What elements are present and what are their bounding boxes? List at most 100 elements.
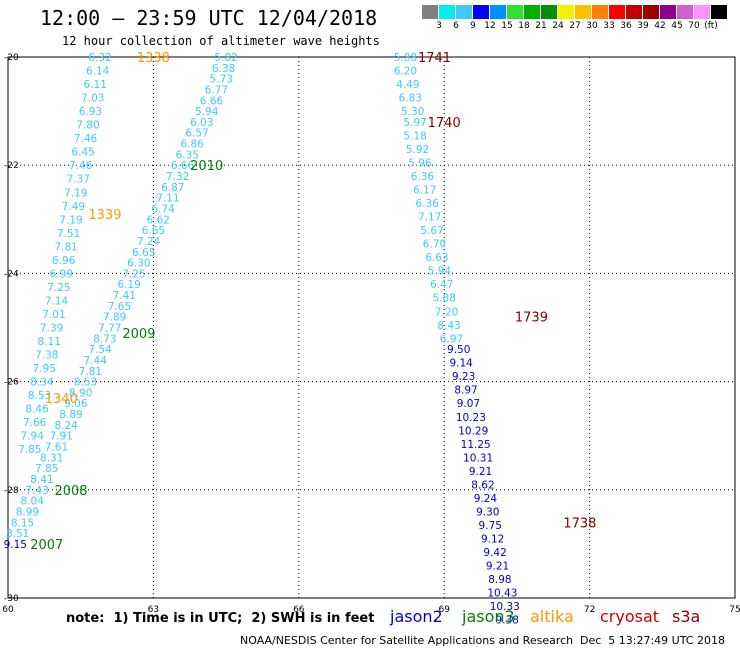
color-scale-tick: (ft)	[704, 21, 718, 31]
data-point-label: 7.44	[84, 355, 108, 367]
page-subtitle: 12 hour collection of altimeter wave hei…	[62, 34, 380, 48]
data-point-label: 6.35	[176, 149, 199, 161]
data-point-label: 5.88	[433, 293, 456, 305]
color-scale-tick: 3	[436, 21, 442, 31]
data-point-label: 6.38	[212, 63, 235, 75]
data-point-label: 10.31	[463, 452, 493, 464]
x-tick-label: 72	[584, 605, 595, 615]
data-point-label: 8.04	[21, 496, 45, 508]
color-scale-tick: 33	[603, 21, 615, 31]
data-point-label: 6.57	[185, 128, 208, 140]
legend-jason2: jason2	[390, 607, 443, 626]
data-point-label: 7.54	[88, 344, 112, 356]
data-point-label: 9.75	[479, 520, 502, 532]
color-scale-tick: 45	[671, 21, 683, 31]
data-point-label: 7.49	[62, 201, 85, 213]
data-point-label: 10.33	[490, 601, 520, 613]
color-swatch	[422, 5, 438, 19]
data-point-label: 5.88	[394, 52, 417, 64]
color-swatch	[490, 5, 506, 19]
color-swatch	[439, 5, 455, 19]
data-point-label: 6.77	[205, 84, 228, 96]
data-point-label: 6.97	[440, 333, 463, 345]
data-point-label: 7.81	[54, 241, 77, 253]
data-point-label: 7.03	[81, 93, 104, 105]
data-point-label: 7.24	[137, 236, 161, 248]
color-scale-tick: 39	[637, 21, 649, 31]
data-point-label: 6.96	[52, 255, 76, 267]
color-swatch	[592, 5, 608, 19]
data-point-label: 6.83	[399, 93, 422, 105]
data-point-label: 8.43	[437, 320, 460, 332]
color-swatch	[541, 5, 557, 19]
data-point-label: 6.45	[71, 147, 94, 159]
data-point-label: 7.51	[57, 228, 80, 240]
color-scale-tick: 24	[552, 21, 564, 31]
data-point-label: 6.36	[416, 198, 440, 210]
footer-credit: NOAA/NESDIS Center for Satellite Applica…	[240, 634, 574, 647]
data-point-label: 7.81	[79, 366, 102, 378]
legend-cryosat: cryosat	[600, 607, 660, 626]
data-point-label: 9.24	[474, 493, 498, 505]
y-tick-label: -20	[4, 53, 19, 63]
color-swatch	[558, 5, 574, 19]
data-point-label: 7.77	[98, 323, 121, 335]
data-point-label: 8.15	[11, 517, 34, 529]
color-swatch	[643, 5, 659, 19]
data-point-label: 8.41	[30, 474, 53, 486]
data-point-label: 10.23	[456, 412, 486, 424]
data-point-label: 8.90	[69, 387, 92, 399]
color-swatch	[660, 5, 676, 19]
data-point-label: 8.98	[488, 574, 511, 586]
data-point-label: 10.29	[458, 425, 488, 437]
data-point-label: 7.37	[67, 174, 90, 186]
data-point-label: 6.19	[117, 279, 140, 291]
data-point-label: 9.23	[452, 371, 475, 383]
time-label: 1339	[88, 208, 121, 223]
data-point-label: 4.49	[396, 79, 419, 91]
data-point-label: 7.46	[69, 160, 93, 172]
y-tick-label: -30	[4, 594, 19, 604]
data-point-label: 7.95	[33, 363, 56, 375]
data-point-label: 8.99	[16, 506, 39, 518]
color-scale-tick: 30	[586, 21, 598, 31]
time-label: 1738	[563, 516, 596, 531]
data-point-label: 7.20	[435, 306, 458, 318]
data-point-label: 6.03	[190, 117, 213, 129]
footer-note: note: 1) Time is in UTC; 2) SWH is in fe…	[66, 611, 375, 626]
data-point-label: 8.62	[471, 479, 494, 491]
x-tick-label: 60	[2, 605, 14, 615]
data-point-label: 6.65	[132, 247, 155, 259]
data-point-label: 7.19	[59, 214, 82, 226]
data-point-label: 6.11	[84, 79, 107, 91]
data-point-label: 9.14	[449, 358, 473, 370]
footer-timestamp: Dec 5 13:27:49 UTC 2018	[580, 634, 725, 647]
x-tick-label: 63	[148, 605, 159, 615]
data-point-label: 5.96	[408, 157, 432, 169]
data-point-label: 7.19	[64, 187, 87, 199]
data-point-label: 6.47	[430, 279, 453, 291]
data-point-label: 7.32	[166, 171, 189, 183]
data-point-label: 9.21	[486, 561, 509, 573]
color-scale-tick: 15	[501, 21, 513, 31]
time-label: 1741	[418, 51, 451, 66]
color-scale-tick: 27	[569, 21, 581, 31]
data-point-label: 6.70	[423, 239, 446, 251]
data-point-label: 7.38	[35, 350, 58, 362]
color-swatch	[473, 5, 489, 19]
color-swatch	[626, 5, 642, 19]
data-point-label: 9.50	[447, 344, 470, 356]
data-point-label: 5.82	[214, 52, 237, 64]
data-point-label: 7.39	[40, 323, 63, 335]
legend-s3a: s3a	[672, 607, 701, 626]
data-point-label: 7.89	[103, 312, 126, 324]
color-scale-tick: 21	[535, 21, 547, 31]
data-point-label: 5.94	[428, 266, 452, 278]
color-scale-tick: 12	[484, 21, 496, 31]
data-point-label: 5.97	[403, 117, 426, 129]
data-point-label: 5.67	[420, 225, 443, 237]
data-point-label: 6.99	[50, 268, 73, 280]
data-point-label: 7.66	[23, 417, 47, 429]
data-point-label: 8.73	[93, 333, 116, 345]
